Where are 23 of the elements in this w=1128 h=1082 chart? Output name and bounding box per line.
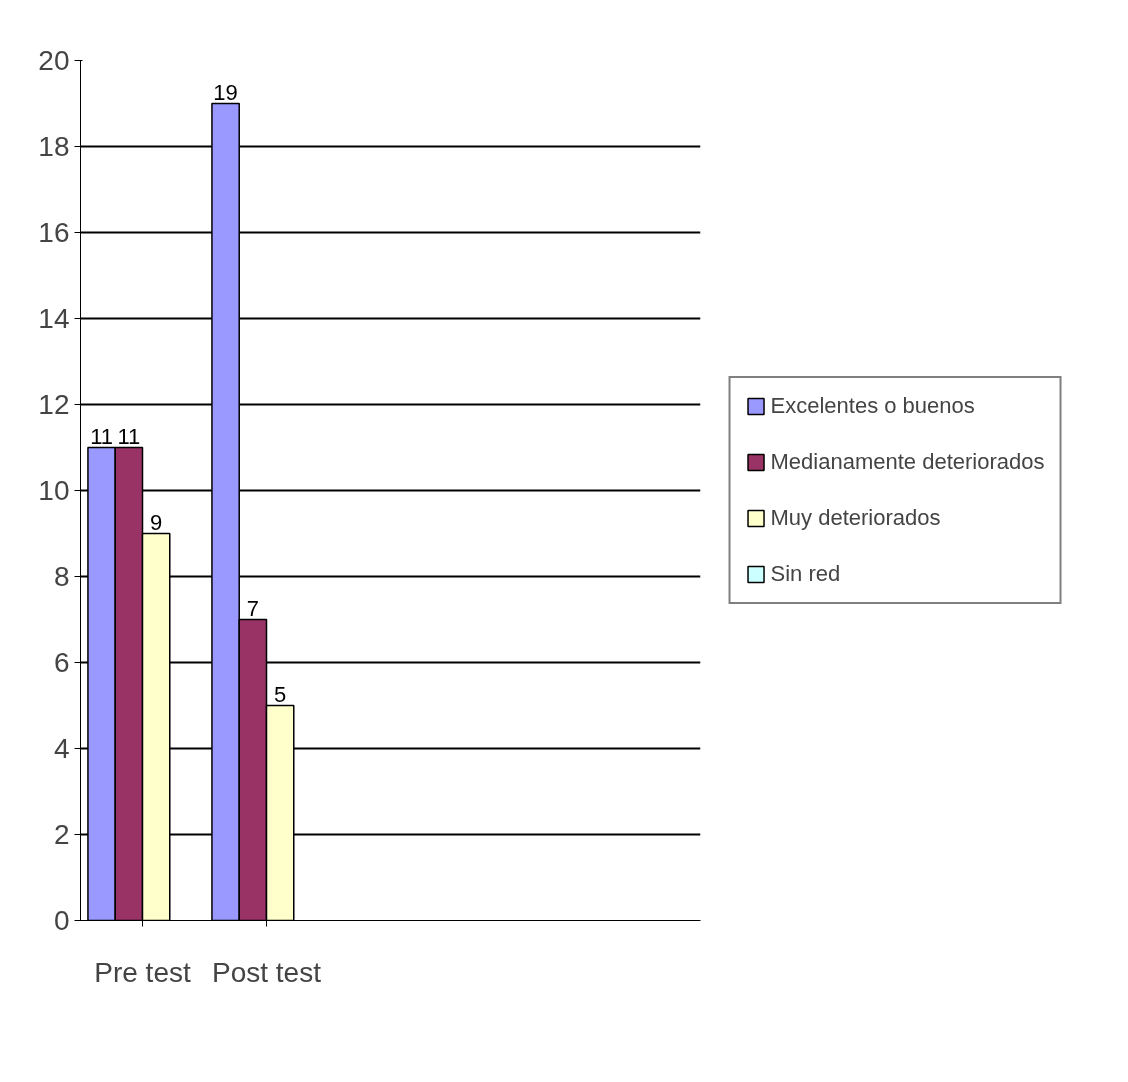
y-tick-label: 4	[53, 733, 70, 764]
y-tick-label: 18	[38, 131, 70, 162]
y-tick-label: 6	[53, 647, 70, 678]
data-label: 19	[213, 79, 238, 105]
y-tick-label: 16	[38, 217, 70, 248]
y-tick-label: 10	[38, 475, 70, 506]
data-label: 7	[246, 595, 259, 621]
data-label: 5	[274, 681, 287, 707]
data-label: 11	[90, 423, 113, 449]
legend-label: Medianamente deteriorados	[770, 449, 1045, 475]
y-tick-label: 2	[53, 819, 70, 850]
y-tick-label: 20	[38, 45, 70, 76]
data-label: 9	[150, 509, 163, 535]
legend-label: Sin red	[770, 561, 841, 587]
y-tick-label: 12	[38, 389, 70, 420]
x-tick-label: Pre test	[94, 956, 191, 988]
data-label: 11	[117, 423, 141, 449]
y-tick-label: 0	[53, 905, 70, 936]
legend-label: Muy deteriorados	[770, 505, 941, 531]
x-tick-label: Post test	[212, 956, 322, 988]
y-tick-label: 14	[38, 303, 70, 334]
legend-label: Excelentes o buenos	[770, 393, 975, 419]
y-tick-label: 8	[53, 561, 70, 592]
